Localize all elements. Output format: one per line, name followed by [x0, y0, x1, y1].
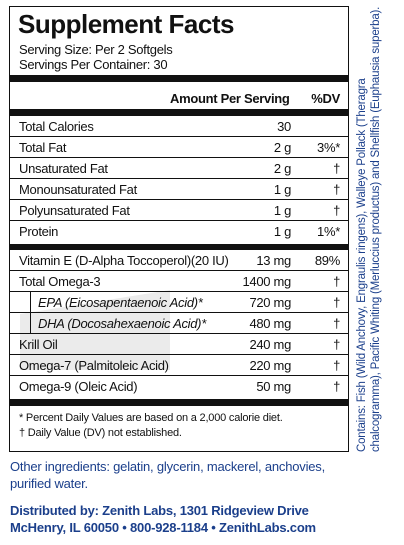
nutrient-dv: 1%*: [317, 224, 340, 239]
thick-divider-bottom: [10, 399, 348, 406]
nutrient-name: EPA (Eicosapentaenoic Acid)*: [38, 295, 203, 310]
nutrient-row: Total Omega-3 1400 mg †: [10, 271, 348, 292]
nutrient-amount: 480 mg: [249, 316, 291, 331]
nutrient-amount: 2 g: [273, 140, 291, 155]
nutrient-row: Unsaturated Fat 2 g †: [10, 158, 348, 179]
nutrient-amount: 1400 mg: [242, 274, 292, 289]
nutrient-dv: †: [333, 182, 340, 197]
nutrient-row: DHA (Docosahexaenoic Acid)* 480 mg †: [10, 313, 348, 334]
thick-divider-top: [10, 75, 348, 82]
nutrient-name: Vitamin E (D-Alpha Toccoperol)(20 IU): [19, 253, 229, 268]
servings-per-container: Servings Per Container: 30: [19, 57, 168, 72]
header-amount-per-serving: Amount Per Serving: [170, 91, 290, 106]
nutrient-dv: †: [333, 295, 340, 310]
nutrient-name: Protein: [19, 224, 59, 239]
distributor-line-2: McHenry, IL 60050 • 800-928-1184 • Zenit…: [10, 520, 316, 535]
nutrient-row: EPA (Eicosapentaenoic Acid)* 720 mg †: [10, 292, 348, 313]
nutrient-row: Protein 1 g 1%*: [10, 221, 348, 242]
nutrient-name: Krill Oil: [19, 337, 58, 352]
nutrient-row: Monounsaturated Fat 1 g †: [10, 179, 348, 200]
nutrient-dv: †: [333, 358, 340, 373]
nutrient-row: Total Calories 30: [10, 116, 348, 137]
thick-divider-middle: [10, 244, 348, 250]
nutrient-name: Unsaturated Fat: [19, 161, 108, 176]
nutrient-row: Omega-9 (Oleic Acid) 50 mg †: [10, 376, 348, 397]
nutrient-dv: †: [333, 203, 340, 218]
nutrient-name: Polyunsaturated Fat: [19, 203, 130, 218]
nutrient-dv: †: [333, 316, 340, 331]
nutrient-amount: 2 g: [273, 161, 291, 176]
nutrient-name: Total Calories: [19, 119, 94, 134]
nutrient-row: Omega-7 (Palmitoleic Acid) 220 mg †: [10, 355, 348, 376]
footnote-percent-dv: * Percent Daily Values are based on a 2,…: [19, 412, 283, 424]
header-percent-dv: %DV: [311, 91, 340, 106]
nutrient-name: Omega-9 (Oleic Acid): [19, 379, 138, 394]
indent-rule: [30, 292, 31, 334]
nutrient-name: Omega-7 (Palmitoleic Acid): [19, 358, 169, 373]
thick-divider-header: [10, 109, 348, 116]
panel-title: Supplement Facts: [18, 9, 234, 39]
nutrient-amount: 720 mg: [249, 295, 291, 310]
nutrient-dv: 89%: [314, 253, 340, 268]
nutrient-name: DHA (Docosahexaenoic Acid)*: [38, 316, 206, 331]
other-ingredients: Other ingredients: gelatin, glycerin, ma…: [10, 459, 326, 491]
distributor-line-1: Distributed by: Zenith Labs, 1301 Ridgev…: [10, 503, 309, 518]
nutrient-name: Monounsaturated Fat: [19, 182, 137, 197]
nutrient-dv: †: [333, 274, 340, 289]
nutrient-amount: 220 mg: [249, 358, 291, 373]
nutrient-amount: 30: [277, 119, 291, 134]
nutrient-name: Total Fat: [19, 140, 67, 155]
nutrient-amount: 50 mg: [256, 379, 291, 394]
nutrient-amount: 13 mg: [256, 253, 291, 268]
supplement-facts-panel: Supplement Facts Serving Size: Per 2 Sof…: [9, 6, 349, 452]
nutrient-name: Total Omega-3: [19, 274, 101, 289]
nutrient-row: Total Fat 2 g 3%*: [10, 137, 348, 158]
serving-size: Serving Size: Per 2 Softgels: [19, 42, 173, 57]
allergen-contains-statement: Contains: Fish (Wild Anchovy, Engraulis …: [356, 6, 382, 452]
nutrient-row: Krill Oil 240 mg †: [10, 334, 348, 355]
nutrient-dv: 3%*: [317, 140, 340, 155]
nutrient-dv: †: [333, 161, 340, 176]
nutrient-amount: 1 g: [273, 203, 291, 218]
nutrient-amount: 1 g: [273, 224, 291, 239]
nutrient-row: Polyunsaturated Fat 1 g †: [10, 200, 348, 221]
nutrient-row: Vitamin E (D-Alpha Toccoperol)(20 IU) 13…: [10, 250, 348, 271]
nutrient-amount: 240 mg: [249, 337, 291, 352]
footnote-dv-not-established: † Daily Value (DV) not established.: [19, 427, 182, 439]
nutrient-dv: †: [333, 337, 340, 352]
nutrient-dv: †: [333, 379, 340, 394]
nutrient-amount: 1 g: [273, 182, 291, 197]
